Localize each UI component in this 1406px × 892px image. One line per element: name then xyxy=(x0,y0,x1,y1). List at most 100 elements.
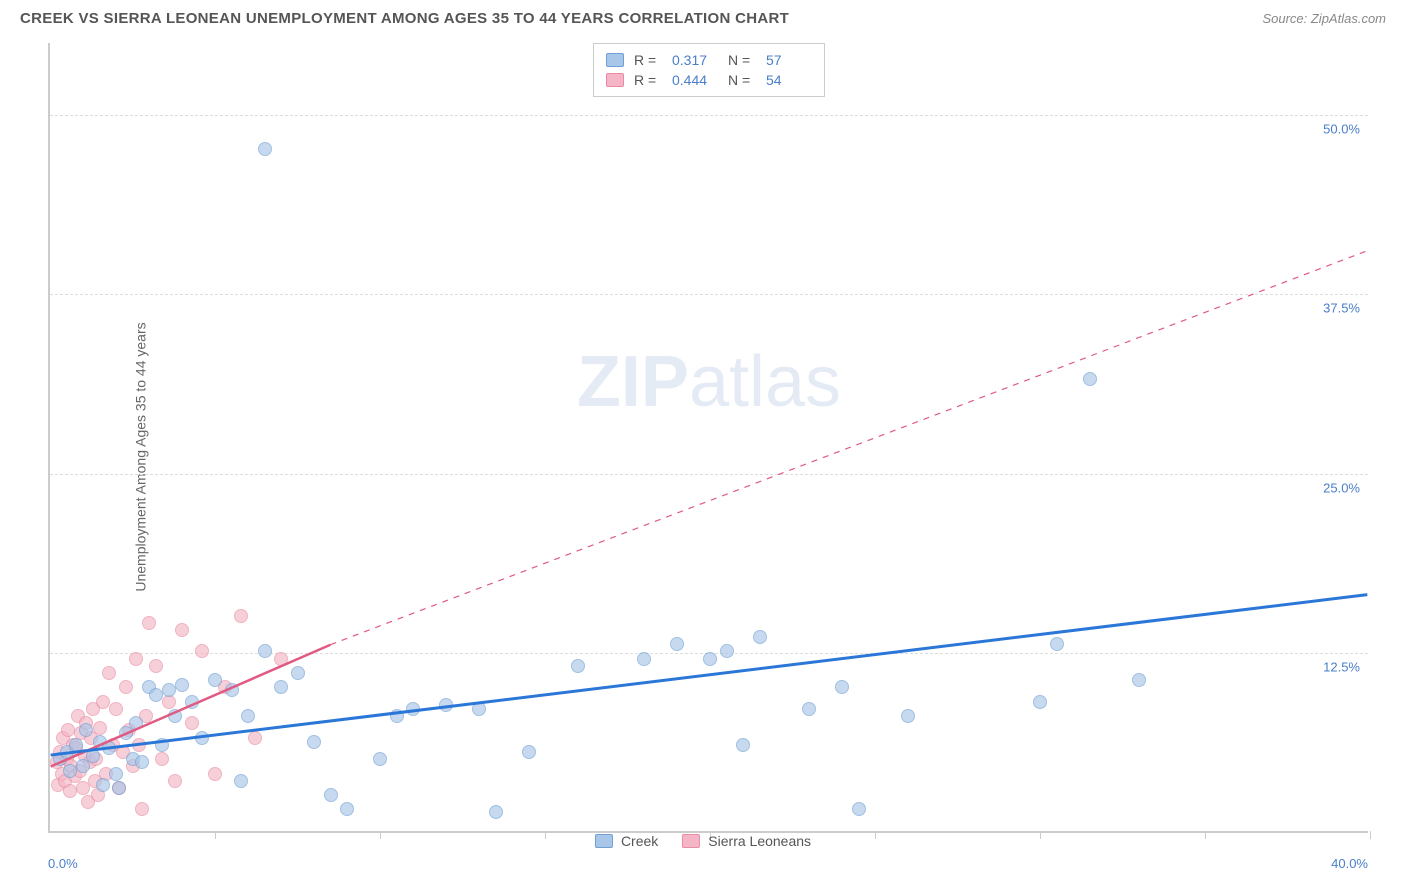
data-point-sierra xyxy=(132,738,146,752)
data-point-creek xyxy=(258,142,272,156)
x-tick xyxy=(545,831,546,839)
data-point-sierra xyxy=(155,752,169,766)
data-point-creek xyxy=(373,752,387,766)
data-point-creek xyxy=(324,788,338,802)
data-point-creek xyxy=(340,802,354,816)
data-point-creek xyxy=(736,738,750,752)
data-point-creek xyxy=(472,702,486,716)
data-point-creek xyxy=(63,764,77,778)
x-tick xyxy=(875,831,876,839)
data-point-creek xyxy=(225,683,239,697)
data-point-creek xyxy=(149,688,163,702)
data-point-creek xyxy=(175,678,189,692)
n-value-sierra: 54 xyxy=(766,72,812,88)
x-tick xyxy=(1040,831,1041,839)
trend-line xyxy=(330,251,1367,645)
data-point-sierra xyxy=(119,680,133,694)
data-point-creek xyxy=(571,659,585,673)
data-point-creek xyxy=(155,738,169,752)
data-point-sierra xyxy=(135,802,149,816)
data-point-creek xyxy=(291,666,305,680)
data-point-sierra xyxy=(208,767,222,781)
data-point-sierra xyxy=(274,652,288,666)
data-point-sierra xyxy=(102,666,116,680)
r-value-creek: 0.317 xyxy=(672,52,718,68)
chart-source: Source: ZipAtlas.com xyxy=(1262,11,1386,26)
data-point-creek xyxy=(852,802,866,816)
series-legend: Creek Sierra Leoneans xyxy=(595,833,811,849)
gridline xyxy=(50,115,1368,116)
data-point-creek xyxy=(195,731,209,745)
gridline xyxy=(50,294,1368,295)
data-point-sierra xyxy=(142,616,156,630)
y-tick-label: 25.0% xyxy=(1323,480,1360,495)
data-point-sierra xyxy=(93,721,107,735)
data-point-sierra xyxy=(129,652,143,666)
x-axis-origin-label: 0.0% xyxy=(48,856,78,871)
data-point-creek xyxy=(489,805,503,819)
data-point-creek xyxy=(753,630,767,644)
data-point-sierra xyxy=(175,623,189,637)
swatch-creek-icon xyxy=(595,834,613,848)
data-point-sierra xyxy=(234,609,248,623)
data-point-sierra xyxy=(149,659,163,673)
data-point-creek xyxy=(69,738,83,752)
data-point-creek xyxy=(406,702,420,716)
data-point-creek xyxy=(112,781,126,795)
data-point-creek xyxy=(1132,673,1146,687)
trend-line xyxy=(51,595,1368,755)
data-point-sierra xyxy=(61,723,75,737)
n-value-creek: 57 xyxy=(766,52,812,68)
x-tick xyxy=(1370,831,1371,839)
y-tick-label: 12.5% xyxy=(1323,660,1360,675)
y-tick-label: 50.0% xyxy=(1323,121,1360,136)
swatch-creek xyxy=(606,53,624,67)
chart-title: CREEK VS SIERRA LEONEAN UNEMPLOYMENT AMO… xyxy=(20,10,789,27)
data-point-sierra xyxy=(248,731,262,745)
data-point-creek xyxy=(901,709,915,723)
legend-row-sierra: R = 0.444 N = 54 xyxy=(606,70,812,90)
data-point-creek xyxy=(129,716,143,730)
data-point-creek xyxy=(274,680,288,694)
data-point-creek xyxy=(637,652,651,666)
data-point-creek xyxy=(86,749,100,763)
swatch-sierra-icon xyxy=(682,834,700,848)
data-point-creek xyxy=(1033,695,1047,709)
data-point-creek xyxy=(109,767,123,781)
data-point-creek xyxy=(168,709,182,723)
x-axis-max-label: 40.0% xyxy=(1331,856,1368,871)
legend-item-creek: Creek xyxy=(595,833,658,849)
data-point-sierra xyxy=(109,702,123,716)
data-point-sierra xyxy=(63,784,77,798)
legend-row-creek: R = 0.317 N = 57 xyxy=(606,50,812,70)
gridline xyxy=(50,474,1368,475)
data-point-creek xyxy=(522,745,536,759)
x-tick xyxy=(1205,831,1206,839)
x-tick xyxy=(215,831,216,839)
data-point-sierra xyxy=(195,644,209,658)
scatter-chart: Unemployment Among Ages 35 to 44 years Z… xyxy=(0,33,1406,881)
legend-item-sierra: Sierra Leoneans xyxy=(682,833,811,849)
data-point-creek xyxy=(1083,372,1097,386)
r-value-sierra: 0.444 xyxy=(672,72,718,88)
data-point-sierra xyxy=(168,774,182,788)
data-point-creek xyxy=(185,695,199,709)
data-point-creek xyxy=(720,644,734,658)
data-point-creek xyxy=(162,683,176,697)
data-point-sierra xyxy=(96,695,110,709)
x-tick xyxy=(380,831,381,839)
chart-header: CREEK VS SIERRA LEONEAN UNEMPLOYMENT AMO… xyxy=(0,0,1406,33)
data-point-creek xyxy=(670,637,684,651)
data-point-creek xyxy=(390,709,404,723)
data-point-creek xyxy=(802,702,816,716)
watermark: ZIPatlas xyxy=(577,341,841,423)
plot-area: ZIPatlas R = 0.317 N = 57 R = 0.444 N = … xyxy=(48,43,1368,833)
data-point-creek xyxy=(208,673,222,687)
data-point-creek xyxy=(1050,637,1064,651)
data-point-creek xyxy=(241,709,255,723)
data-point-creek xyxy=(135,755,149,769)
swatch-sierra xyxy=(606,73,624,87)
data-point-creek xyxy=(439,698,453,712)
data-point-sierra xyxy=(185,716,199,730)
data-point-creek xyxy=(102,741,116,755)
